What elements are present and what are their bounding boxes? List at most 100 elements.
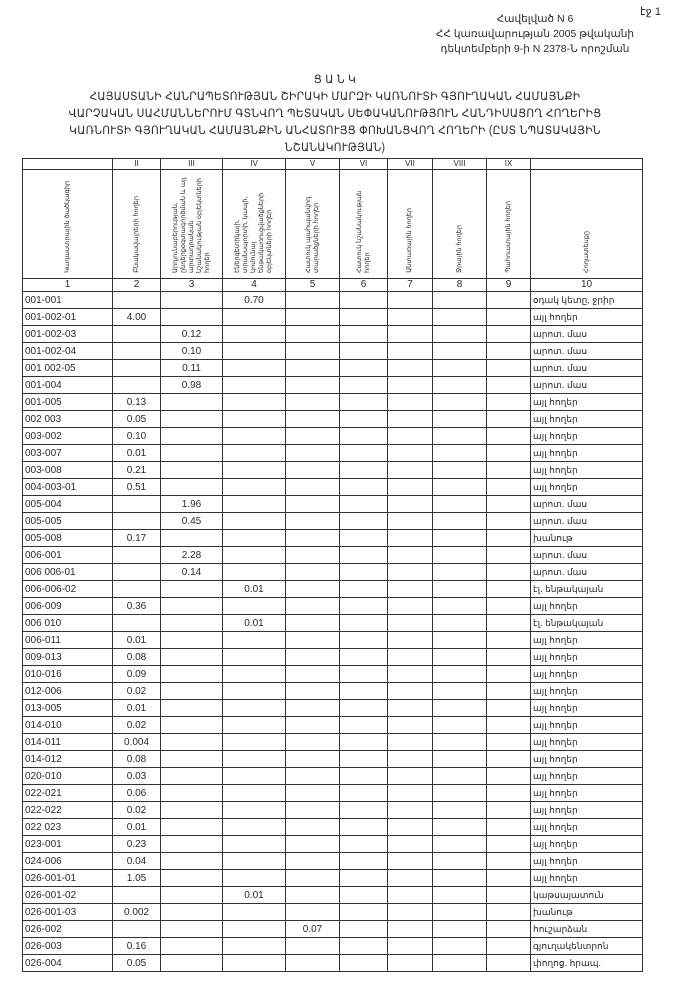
land-type: այլ հողեր <box>530 699 643 717</box>
area-value <box>339 342 388 360</box>
column-roman-numeral: IV <box>222 158 286 170</box>
area-value <box>387 427 433 445</box>
cadastral-code: 026-004 <box>22 954 113 972</box>
table-row: 026-002 0.07 հուշարձան <box>22 920 643 938</box>
area-value <box>112 495 161 513</box>
area-value <box>486 461 531 479</box>
area-value <box>432 937 487 955</box>
area-value <box>339 563 388 581</box>
area-value: 0.08 <box>112 750 161 768</box>
area-value <box>222 750 286 768</box>
area-value <box>222 461 286 479</box>
area-value <box>285 444 340 462</box>
cadastral-code: 010-016 <box>22 665 113 683</box>
area-value <box>160 869 223 887</box>
column-header: Կադաստրային ծածկագիր <box>22 169 113 279</box>
area-value <box>387 529 433 547</box>
area-value: 1.05 <box>112 869 161 887</box>
area-value <box>387 920 433 938</box>
table-row: 013-005 0.01 այլ հողեր <box>22 699 643 717</box>
area-value <box>160 767 223 785</box>
area-value <box>285 682 340 700</box>
area-value <box>486 818 531 836</box>
area-value <box>112 291 161 309</box>
area-value <box>387 563 433 581</box>
area-value: 0.01 <box>222 580 286 598</box>
column-number: 7 <box>387 278 433 292</box>
area-value <box>339 393 388 411</box>
land-type: այլ հողեր <box>530 444 643 462</box>
document-title: Ց Ա Ն Կ ՀԱՅԱՍՏԱՆԻ ՀԱՆՐԱՊԵՏՈՒԹՅԱՆ ՇԻՐԱԿԻ … <box>36 72 634 157</box>
area-value <box>339 903 388 921</box>
area-value <box>339 767 388 785</box>
area-value <box>160 716 223 734</box>
area-value <box>285 291 340 309</box>
cadastral-code: 020-010 <box>22 767 113 785</box>
land-type: այլ հողեր <box>530 784 643 802</box>
area-value <box>222 308 286 326</box>
area-value <box>285 733 340 751</box>
area-value <box>339 699 388 717</box>
area-value <box>432 631 487 649</box>
area-value <box>387 291 433 309</box>
area-value <box>285 801 340 819</box>
area-value <box>222 818 286 836</box>
title-heading: Ց Ա Ն Կ <box>313 74 357 86</box>
area-value <box>112 359 161 377</box>
area-value <box>432 699 487 717</box>
area-value <box>160 291 223 309</box>
cadastral-code: 014-012 <box>22 750 113 768</box>
area-value <box>285 903 340 921</box>
area-value <box>339 648 388 666</box>
area-value <box>160 461 223 479</box>
area-value <box>387 342 433 360</box>
area-value <box>222 954 286 972</box>
area-value <box>112 563 161 581</box>
land-type: խանութ <box>530 529 643 547</box>
area-value: 0.01 <box>222 614 286 632</box>
cadastral-code: 022 023 <box>22 818 113 836</box>
area-value <box>285 614 340 632</box>
annex-reference: Հավելված N 6 ՀՀ կառավարության 2005 թվակա… <box>420 12 650 57</box>
land-type: այլ հողեր <box>530 682 643 700</box>
area-value: 0.01 <box>112 699 161 717</box>
area-value <box>222 835 286 853</box>
area-value <box>112 920 161 938</box>
area-value <box>387 801 433 819</box>
area-value <box>387 512 433 530</box>
cadastral-code: 001-005 <box>22 393 113 411</box>
area-value <box>486 835 531 853</box>
area-value <box>285 546 340 564</box>
column-roman-numeral <box>530 158 643 170</box>
area-value <box>285 427 340 445</box>
area-value <box>285 495 340 513</box>
area-value <box>112 342 161 360</box>
table-row: 005-005 0.45 արոտ. մաս <box>22 512 643 530</box>
table-row: 001-001 0.70 օդակ կետը, ջրիր <box>22 291 643 309</box>
area-value <box>160 410 223 428</box>
column-roman-numeral: IX <box>486 158 531 170</box>
area-value <box>339 784 388 802</box>
area-value <box>160 648 223 666</box>
land-type: արոտ. մաս <box>530 563 643 581</box>
area-value <box>387 903 433 921</box>
area-value <box>222 512 286 530</box>
table-row: 003-007 0.01 այլ հողեր <box>22 444 643 462</box>
cadastral-code: 003-007 <box>22 444 113 462</box>
table-row: 026-003 0.16 գյուղակենտրոն <box>22 937 643 955</box>
area-value <box>486 937 531 955</box>
area-value: 0.01 <box>112 444 161 462</box>
area-value <box>432 954 487 972</box>
area-value <box>160 478 223 496</box>
area-value: 0.05 <box>112 410 161 428</box>
area-value <box>112 886 161 904</box>
area-value <box>112 325 161 343</box>
area-value <box>160 597 223 615</box>
column-number: 3 <box>160 278 223 292</box>
area-value <box>432 393 487 411</box>
table-row: 001-005 0.13 այլ հողեր <box>22 393 643 411</box>
area-value <box>387 393 433 411</box>
area-value <box>387 852 433 870</box>
cadastral-code: 022-021 <box>22 784 113 802</box>
column-header-row: Կադաստրային ծածկագիր Բնակավայրերի հողեր Ար… <box>22 169 643 279</box>
